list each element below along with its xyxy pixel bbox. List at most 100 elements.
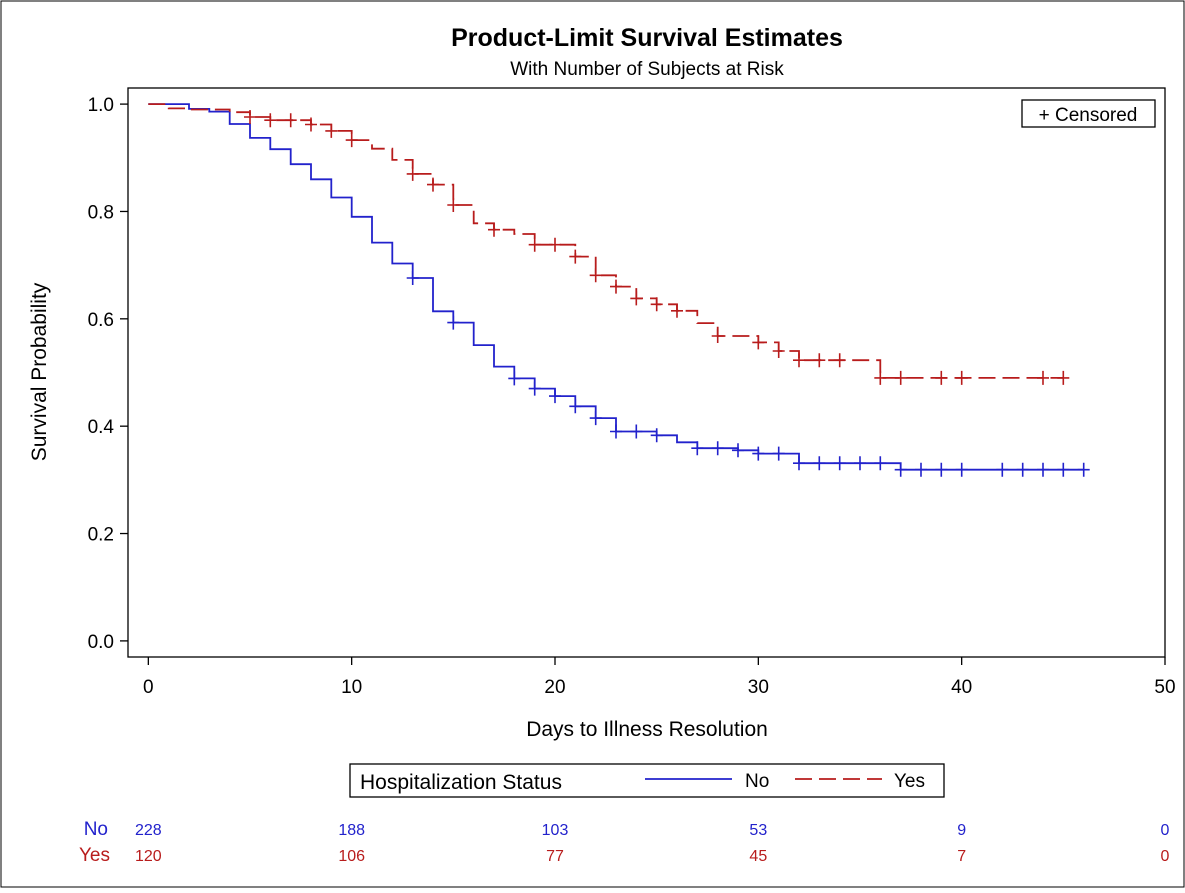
censor-mark-no xyxy=(1037,462,1049,477)
censor-mark-no xyxy=(650,428,663,443)
censor-mark-yes xyxy=(589,268,602,283)
censor-mark-yes xyxy=(833,353,846,368)
x-tick-label: 10 xyxy=(341,677,362,698)
censor-mark-yes xyxy=(935,370,948,385)
series-layer xyxy=(148,103,1090,477)
x-axis: 0 10 20 30 40 50 xyxy=(143,657,1176,698)
censor-mark-yes xyxy=(488,222,500,237)
at-risk-count-no: 9 xyxy=(957,822,966,839)
censor-mark-yes xyxy=(1057,370,1070,385)
censor-mark-yes xyxy=(528,237,541,252)
censored-legend: + Censored xyxy=(1021,99,1156,128)
at-risk-count-yes: 45 xyxy=(749,848,767,865)
x-tick-label: 30 xyxy=(748,677,769,698)
censor-mark-yes xyxy=(793,353,805,368)
censor-mark-no xyxy=(1077,462,1090,477)
at-risk-count-no: 103 xyxy=(542,822,569,839)
censor-mark-yes xyxy=(752,335,765,350)
censor-mark-yes xyxy=(874,370,887,385)
chart-title: Product-Limit Survival Estimates xyxy=(451,24,843,52)
censor-mark-no xyxy=(406,271,419,285)
censor-mark-no xyxy=(610,424,622,439)
censor-mark-no xyxy=(711,441,724,456)
censor-mark-no xyxy=(691,441,704,456)
at-risk-count-no: 228 xyxy=(135,822,162,839)
y-tick-label: 0.6 xyxy=(88,310,114,331)
at-risk-row-label-no: No xyxy=(84,819,108,840)
y-tick-label: 0.4 xyxy=(88,417,115,438)
censor-mark-no xyxy=(569,399,582,414)
legend-label-no: No xyxy=(745,771,769,792)
censor-mark-no xyxy=(935,462,948,477)
censor-mark-no xyxy=(549,389,561,404)
at-risk-count-no: 0 xyxy=(1161,822,1170,839)
y-axis: 0.0 0.2 0.4 0.6 0.8 1.0 xyxy=(88,95,128,653)
censor-mark-yes xyxy=(284,113,297,128)
x-tick-label: 40 xyxy=(951,677,972,698)
x-tick-label: 50 xyxy=(1154,677,1175,698)
censored-legend-text: + Censored xyxy=(1039,105,1138,126)
censor-mark-yes xyxy=(427,177,439,192)
y-tick-label: 1.0 xyxy=(88,95,114,116)
at-risk-count-no: 53 xyxy=(749,822,767,839)
censor-mark-yes xyxy=(345,133,358,148)
censor-mark-no xyxy=(955,462,968,477)
at-risk-row-label-yes: Yes xyxy=(79,845,110,866)
y-tick-label: 0.2 xyxy=(88,525,114,546)
chart-subtitle: With Number of Subjects at Risk xyxy=(510,59,784,80)
censor-mark-yes xyxy=(569,249,582,264)
group-legend-title: Hospitalization Status xyxy=(360,771,562,794)
y-tick-label: 0.8 xyxy=(88,202,114,223)
censor-mark-yes xyxy=(325,123,338,138)
censor-mark-no xyxy=(732,443,744,458)
censor-mark-yes xyxy=(264,113,277,128)
x-axis-label: Days to Illness Resolution xyxy=(526,718,768,741)
censor-mark-yes xyxy=(1037,370,1049,385)
censor-mark-yes xyxy=(610,279,622,294)
at-risk-count-yes: 77 xyxy=(546,848,564,865)
at-risk-count-yes: 7 xyxy=(957,848,966,865)
censor-mark-yes xyxy=(406,166,419,181)
censor-mark-no xyxy=(589,411,602,426)
censor-mark-no xyxy=(996,462,1009,477)
group-legend: Hospitalization Status No Yes xyxy=(349,763,945,798)
censor-mark-yes xyxy=(772,344,785,358)
plot-frame xyxy=(127,87,1166,658)
at-risk-count-yes: 106 xyxy=(338,848,365,865)
censor-mark-no xyxy=(915,462,927,477)
censor-mark-yes xyxy=(894,370,907,385)
censor-mark-yes xyxy=(711,329,724,343)
censor-mark-yes xyxy=(955,370,968,385)
censor-mark-yes xyxy=(305,117,317,132)
censor-mark-no xyxy=(1057,462,1070,477)
censor-mark-yes xyxy=(549,237,561,252)
censor-mark-no xyxy=(508,371,521,386)
censor-mark-no xyxy=(447,315,460,330)
censor-mark-no xyxy=(630,424,643,439)
censor-mark-no xyxy=(894,462,907,477)
at-risk-count-no: 188 xyxy=(338,822,365,839)
censor-mark-no xyxy=(752,446,765,461)
censored-legend-box xyxy=(1021,99,1156,128)
censor-mark-yes xyxy=(244,110,256,124)
at-risk-count-yes: 0 xyxy=(1161,848,1170,865)
y-tick-label: 0.0 xyxy=(88,632,114,653)
censor-mark-yes xyxy=(650,297,663,312)
censor-mark-yes xyxy=(447,198,460,212)
at-risk-count-yes: 120 xyxy=(135,848,162,865)
censor-mark-no xyxy=(1016,462,1029,477)
censor-mark-no xyxy=(813,456,826,471)
group-legend-box xyxy=(349,763,945,798)
x-tick-label: 0 xyxy=(143,677,154,698)
censor-mark-no xyxy=(854,456,866,471)
censor-mark-no xyxy=(874,456,887,471)
censor-mark-yes xyxy=(630,291,643,306)
y-axis-label: Survival Probability xyxy=(28,282,51,461)
censor-mark-no xyxy=(772,446,785,461)
at-risk-table: No Yes 228 188 103 53 9 0 120 106 77 45 7 0 xyxy=(79,819,1170,866)
legend-label-yes: Yes xyxy=(894,771,925,792)
censor-mark-no xyxy=(528,381,541,396)
